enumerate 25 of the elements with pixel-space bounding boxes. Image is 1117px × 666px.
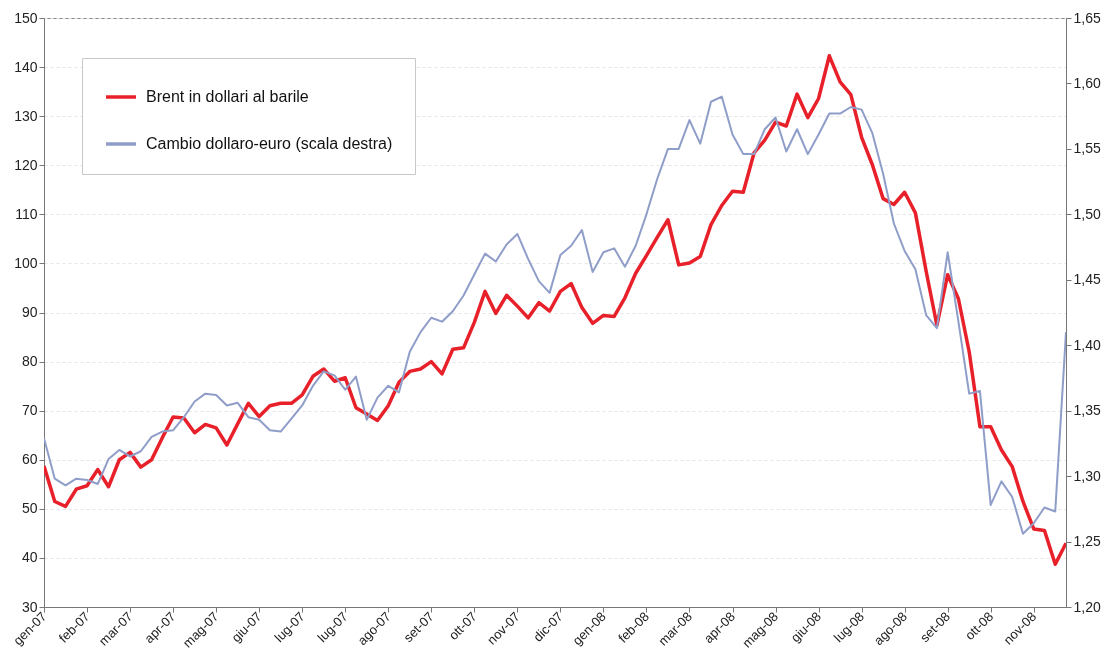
y-tick-label: 140 <box>14 58 38 75</box>
y-tick-label: 100 <box>14 254 38 271</box>
y-tick-label: 40 <box>21 549 38 566</box>
y2-tick-label: 1,65 <box>1073 9 1101 26</box>
y2-tick-label: 1,25 <box>1073 533 1101 550</box>
y-tick-label: 70 <box>21 402 38 419</box>
y-tick-label: 150 <box>14 9 38 26</box>
y2-tick-label: 1,55 <box>1073 140 1101 157</box>
y2-tick-label: 1,30 <box>1073 467 1101 484</box>
y-tick-label: 90 <box>21 304 38 320</box>
y-tick-label: 110 <box>15 205 38 222</box>
y-tick-label: 30 <box>21 598 38 615</box>
y2-tick-label: 1,45 <box>1073 271 1101 288</box>
y2-tick-label: 1,40 <box>1073 336 1101 353</box>
y2-tick-label: 1,50 <box>1073 205 1101 222</box>
y2-tick-label: 1,35 <box>1073 402 1101 419</box>
y-tick-label: 50 <box>21 500 38 517</box>
y2-tick-label: 1,60 <box>1073 74 1101 91</box>
y2-tick-label: 1,20 <box>1073 598 1101 615</box>
y-tick-label: 130 <box>14 107 38 124</box>
y-tick-label: 80 <box>21 353 38 370</box>
legend-label: Brent in dollari al barile <box>146 88 309 105</box>
y-tick-label: 60 <box>21 451 38 468</box>
legend-label: Cambio dollaro-euro (scala destra) <box>146 135 393 152</box>
y-tick-label: 120 <box>14 156 38 173</box>
